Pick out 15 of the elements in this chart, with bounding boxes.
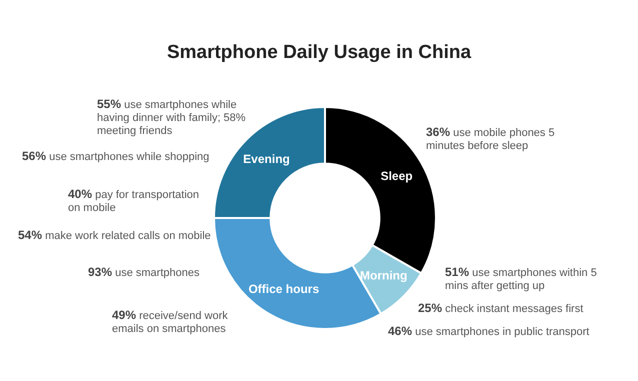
text: 36% use mobile phones 5 minutes before sleep	[426, 125, 555, 152]
text: 40% pay for transportation on mobile	[68, 187, 200, 214]
text: 56% use smartphones while shopping	[22, 149, 210, 163]
text: 54% make work related calls on mobile	[18, 228, 211, 242]
text: 93% use smartphones	[88, 265, 200, 279]
text: 46% use smartphones in public transport	[388, 324, 590, 338]
text: 55% use smartphones while having dinner with family; 58% meeting friends	[97, 97, 246, 137]
text: 51% use smartphones within 5 mins after getting up	[445, 265, 597, 292]
slice-label: Office hours	[248, 282, 320, 296]
chart-title: Smartphone Daily Usage in China	[166, 42, 472, 64]
text: 49% receive/send work emails on smartphones	[112, 308, 228, 335]
slice-label: Morning	[360, 268, 408, 283]
slice-label: Evening	[243, 152, 290, 166]
slice-label: Sleep	[380, 168, 413, 183]
text: 25% check instant messages first	[418, 301, 584, 315]
